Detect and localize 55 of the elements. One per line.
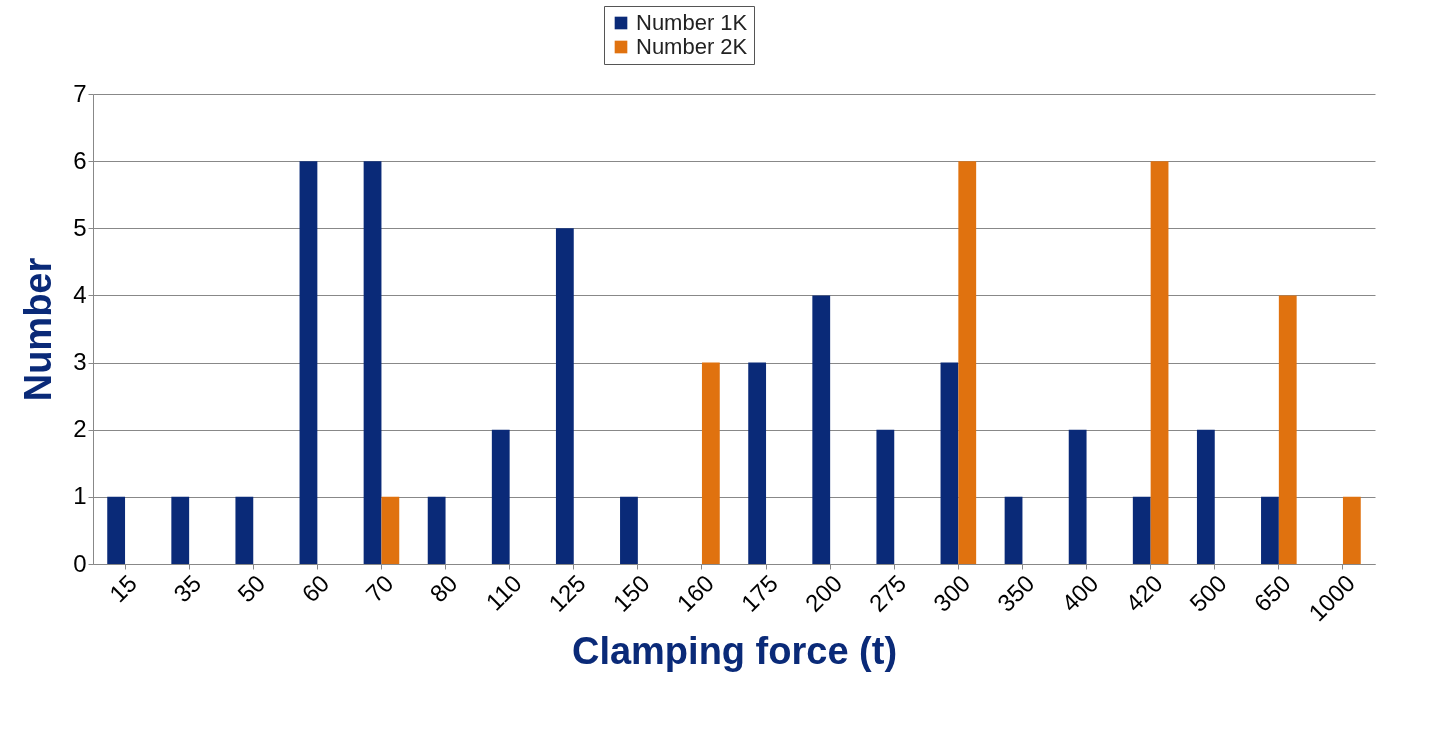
x-tick-label: 650 — [1248, 569, 1296, 617]
y-axis-title: Number — [17, 257, 60, 402]
bar — [299, 161, 318, 564]
x-tick-label: 350 — [992, 569, 1040, 617]
bar — [427, 496, 446, 564]
bar — [171, 496, 190, 564]
x-tick-label: 60 — [296, 569, 335, 608]
x-tick-label: 15 — [104, 569, 143, 608]
x-tick-label: 175 — [735, 569, 784, 617]
y-tick-label: 6 — [73, 146, 87, 174]
bar — [876, 429, 895, 564]
bar — [1150, 161, 1169, 564]
x-tick-label: 275 — [863, 569, 912, 617]
x-tick-label: 35 — [168, 569, 207, 608]
bar — [381, 496, 400, 564]
bar — [491, 429, 510, 564]
x-axis-title: Clamping force (t) — [571, 630, 898, 673]
bar — [363, 161, 382, 564]
x-tick-label: 125 — [543, 569, 591, 617]
bar — [940, 362, 959, 564]
legend-label: Number 1K — [636, 10, 748, 35]
bar — [1068, 429, 1087, 564]
x-tick-label: 70 — [360, 569, 399, 608]
bar — [1261, 496, 1279, 564]
bar — [1278, 295, 1297, 564]
bar — [701, 362, 720, 564]
legend-label: Number 2K — [636, 34, 748, 59]
x-tick-label: 500 — [1184, 569, 1232, 617]
x-tick-label: 110 — [480, 569, 527, 616]
x-tick-label: 400 — [1056, 569, 1104, 617]
x-tick-label: 300 — [927, 569, 976, 617]
bar — [1342, 496, 1361, 564]
x-tick-label: 150 — [607, 569, 655, 617]
y-tick-label: 3 — [73, 348, 87, 376]
bar — [620, 496, 638, 564]
x-tick-label: 50 — [232, 569, 271, 608]
bar — [1004, 496, 1023, 564]
x-tick-label: 80 — [424, 569, 463, 608]
bar — [555, 228, 574, 564]
x-tick-label: 160 — [671, 569, 719, 617]
y-tick-label: 7 — [73, 79, 87, 107]
y-tick-label: 0 — [73, 549, 87, 577]
bar — [958, 161, 977, 564]
y-tick-label: 2 — [73, 415, 87, 443]
bar — [1196, 429, 1215, 564]
bar — [748, 362, 767, 564]
y-tick-label: 1 — [73, 482, 87, 510]
bar — [812, 295, 831, 564]
y-tick-label: 5 — [73, 213, 87, 241]
bar — [107, 496, 126, 564]
bar — [235, 496, 254, 564]
x-tick-label: 200 — [799, 569, 848, 617]
y-tick-label: 4 — [73, 280, 87, 308]
bar — [1132, 496, 1151, 564]
x-tick-label: 420 — [1120, 569, 1168, 617]
